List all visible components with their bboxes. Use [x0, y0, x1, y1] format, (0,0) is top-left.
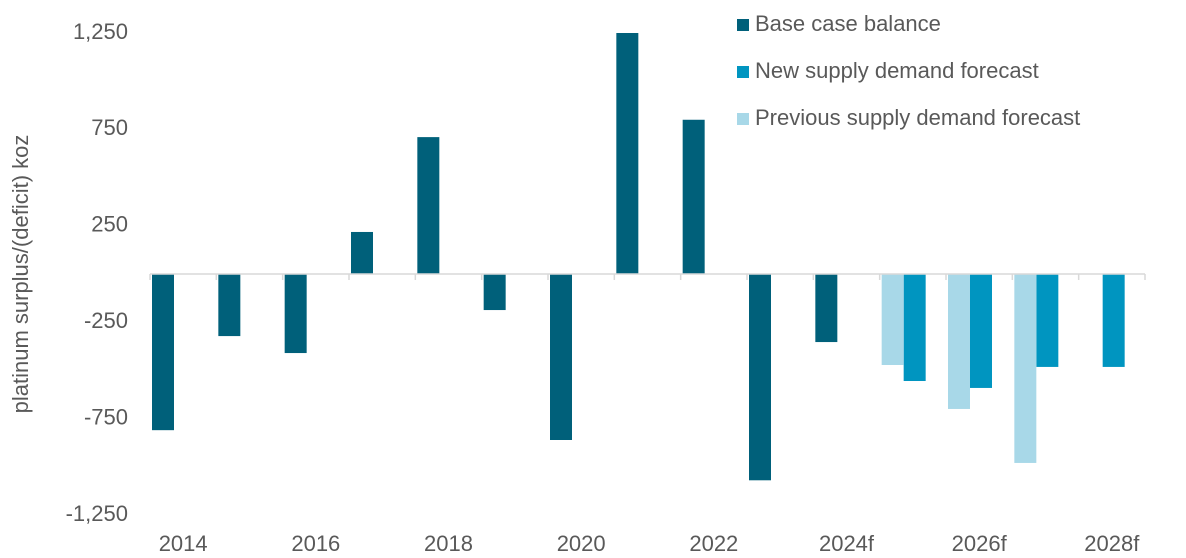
bar	[616, 33, 639, 274]
bar	[351, 231, 373, 274]
y-tick-label: 1,250	[73, 19, 128, 44]
bar	[815, 274, 838, 343]
y-tick-label: 250	[91, 212, 128, 237]
y-tick-label: -250	[84, 308, 128, 333]
legend-swatch	[737, 66, 749, 78]
bar	[1014, 274, 1037, 463]
legend-swatch	[737, 113, 749, 125]
x-tick-label: 2014	[159, 531, 208, 556]
x-tick-label: 2028f	[1084, 531, 1140, 556]
legend-swatch	[737, 19, 749, 31]
bar	[483, 274, 506, 311]
x-tick-label: 2020	[557, 531, 606, 556]
y-tick-label: -1,250	[66, 501, 128, 526]
bar	[1036, 274, 1059, 367]
x-tick-label: 2026f	[952, 531, 1008, 556]
bar	[417, 137, 440, 274]
bar	[218, 274, 241, 337]
bar	[550, 274, 572, 441]
bar	[903, 274, 926, 382]
bar	[152, 274, 174, 431]
bar	[970, 274, 992, 388]
y-tick-label: 750	[91, 115, 128, 140]
y-tick-label: -750	[84, 404, 128, 429]
bar	[284, 274, 307, 354]
x-tick-label: 2016	[291, 531, 340, 556]
legend-label: Base case balance	[755, 11, 941, 36]
x-tick-label: 2024f	[819, 531, 875, 556]
x-tick-label: 2018	[424, 531, 473, 556]
x-tick-label: 2022	[689, 531, 738, 556]
bar	[1102, 274, 1125, 367]
bar	[948, 274, 970, 409]
bar	[881, 274, 904, 366]
bar	[749, 274, 771, 481]
bar	[682, 119, 705, 274]
y-axis-title: platinum surplus/(deficit) koz	[8, 135, 33, 414]
legend-label: New supply demand forecast	[755, 58, 1039, 83]
legend-label: Previous supply demand forecast	[755, 105, 1080, 130]
